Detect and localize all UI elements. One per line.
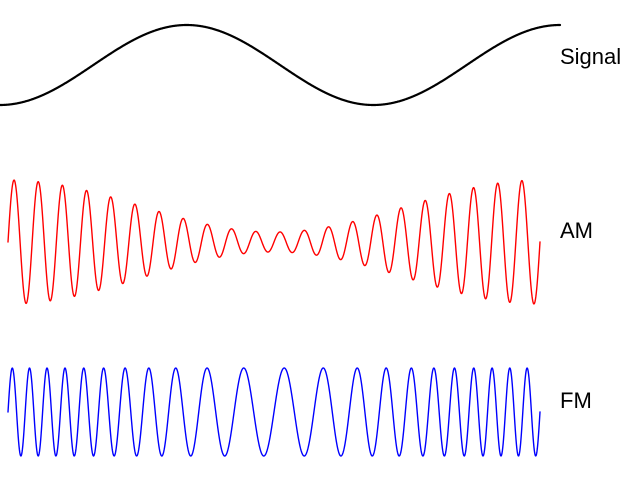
modulation-diagram: Signal AM FM	[0, 0, 640, 500]
fm-label: FM	[560, 388, 592, 414]
am-wave	[8, 180, 540, 304]
fm-wave	[8, 368, 540, 456]
waveform-canvas	[0, 0, 640, 500]
signal-wave	[0, 25, 560, 105]
signal-label: Signal	[560, 44, 621, 70]
am-label: AM	[560, 218, 593, 244]
